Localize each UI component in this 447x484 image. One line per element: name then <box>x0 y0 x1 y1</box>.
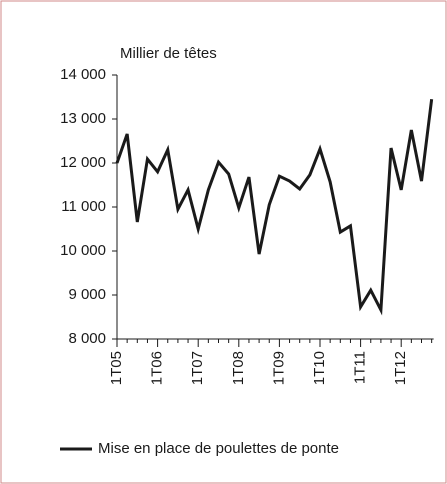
legend-label: Mise en place de poulettes de ponte <box>98 440 339 457</box>
y-tick-label: 12 000 <box>60 154 106 171</box>
y-tick-label: 11 000 <box>61 198 106 215</box>
x-tick-label: 1T10 <box>311 351 328 385</box>
y-tick-label: 13 000 <box>60 110 106 127</box>
y-tick-label: 14 000 <box>60 66 106 83</box>
x-tick-label: 1T12 <box>392 351 409 385</box>
x-tick-label: 1T07 <box>189 351 206 385</box>
x-tick-label: 1T06 <box>149 351 166 385</box>
line <box>115 99 434 316</box>
y-tick-label: 8 000 <box>68 330 106 347</box>
y-tick-label: 9 000 <box>68 286 106 303</box>
x-tick-label: 1T11 <box>352 351 369 384</box>
x-tick-label: 1T08 <box>230 351 247 385</box>
x-tick-label: 1T09 <box>270 351 287 385</box>
y-axis-label: Millier de têtes <box>120 45 217 62</box>
y-tick-label: 10 000 <box>60 242 106 259</box>
x-tick-label: 1T05 <box>108 351 125 385</box>
